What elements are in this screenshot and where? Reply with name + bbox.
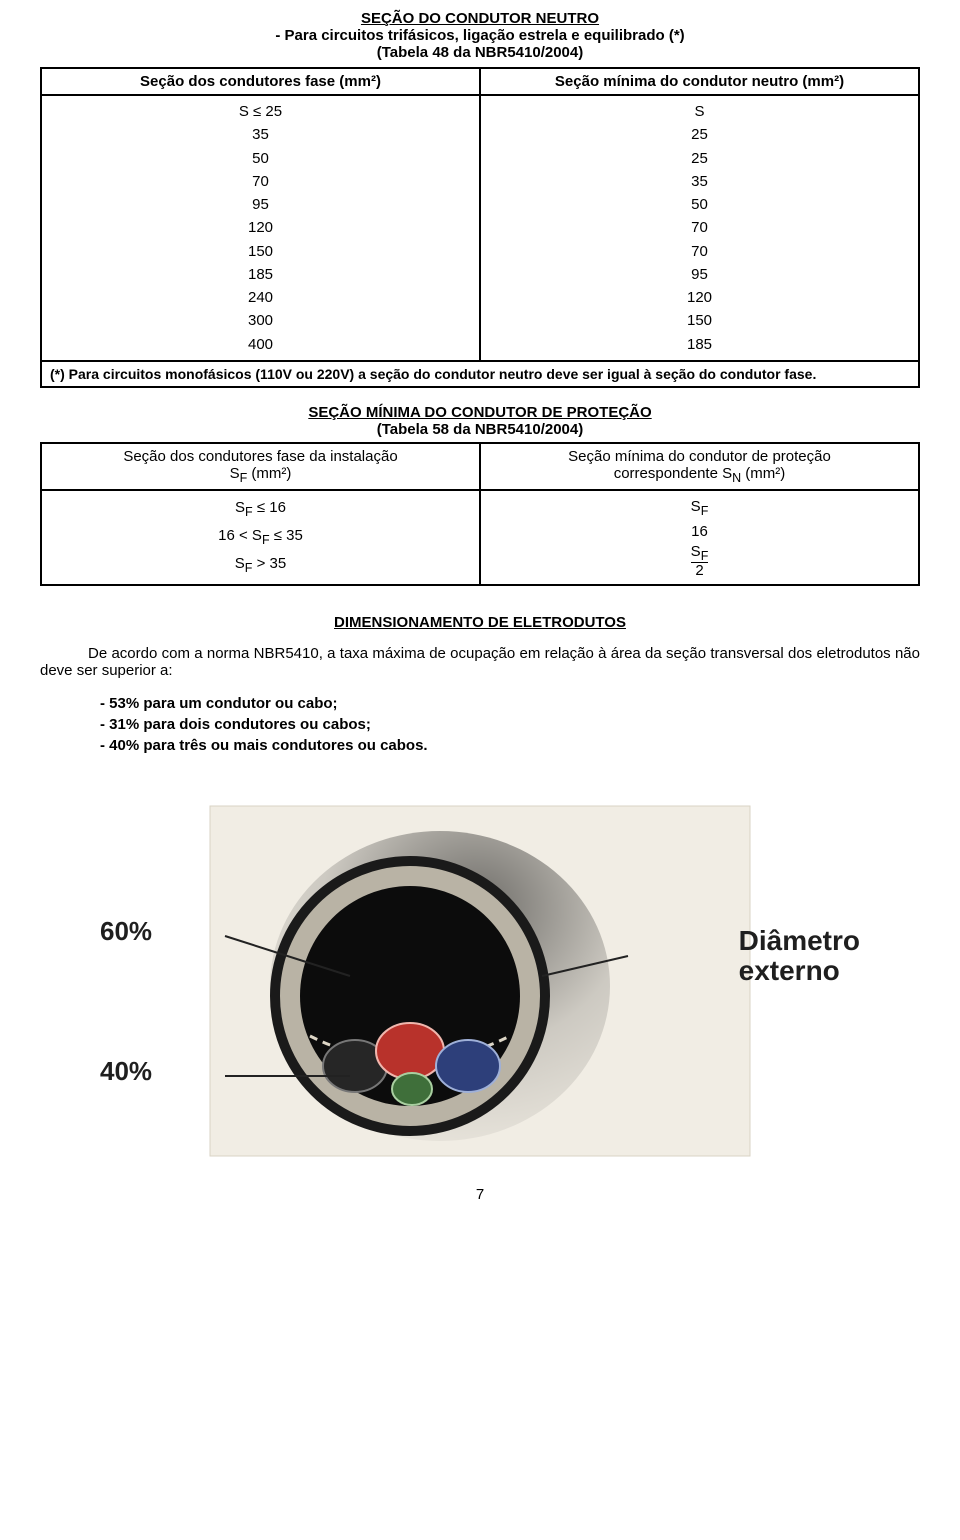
t2-r3n: S [691, 543, 701, 560]
t1-r-2: 25 [489, 147, 910, 170]
t1-l-7: 185 [50, 263, 471, 286]
label-d2: externo [739, 955, 840, 986]
t1-l-6: 150 [50, 240, 471, 263]
t2-hl2a: S [230, 465, 240, 482]
bullet-2: - 31% para dois condutores ou cabos; [100, 714, 920, 735]
t1-r-6: 70 [489, 240, 910, 263]
t1-l-1: 35 [50, 123, 471, 146]
t2-r3d: 2 [691, 562, 709, 578]
wire-green [392, 1073, 432, 1105]
table-neutro: Seção dos condutores fase (mm²) Seção mí… [40, 67, 920, 388]
wire-blue [436, 1040, 500, 1092]
t1-h-right: Seção mínima do condutor neutro (mm²) [555, 73, 844, 90]
t1-l-4: 95 [50, 193, 471, 216]
t2-r1: S [691, 498, 701, 515]
t1-l-0: S ≤ 25 [50, 100, 471, 123]
t1-r-4: 50 [489, 193, 910, 216]
t2-l1b: ≤ 16 [253, 499, 286, 516]
t1-l-3: 70 [50, 170, 471, 193]
t2-hr2b: (mm²) [741, 465, 785, 482]
section1-sub1: - Para circuitos trifásicos, ligação est… [275, 27, 684, 44]
t2-l3b: > 35 [252, 555, 286, 572]
t1-l-5: 120 [50, 216, 471, 239]
t2-hr2a: correspondente S [614, 465, 732, 482]
t1-r-8: 120 [489, 286, 910, 309]
conduit-figure: 60% 40% Diâmetro externo [100, 776, 860, 1176]
t1-h-left: Seção dos condutores fase (mm²) [140, 73, 381, 90]
t1-r-3: 35 [489, 170, 910, 193]
t1-r-1: 25 [489, 123, 910, 146]
section2-sub: (Tabela 58 da NBR5410/2004) [377, 421, 584, 438]
t1-r-5: 70 [489, 216, 910, 239]
t1-r-9: 150 [489, 309, 910, 332]
t2-l2b: ≤ 35 [270, 527, 303, 544]
t2-hr1: Seção mínima do condutor de proteção [568, 448, 831, 465]
section3-title: DIMENSIONAMENTO DE ELETRODUTOS [40, 614, 920, 631]
t1-note: (*) Para circuitos monofásicos (110V ou … [50, 366, 816, 382]
t2-l2a: 16 < S [218, 527, 262, 544]
t2-l3a: S [235, 555, 245, 572]
wire-red [376, 1023, 444, 1079]
t2-r2: 16 [489, 521, 910, 544]
t1-r-0: S [489, 100, 910, 123]
label-d1: Diâmetro [739, 925, 860, 956]
section2-title: SEÇÃO MÍNIMA DO CONDUTOR DE PROTEÇÃO [308, 404, 651, 421]
t1-r-10: 185 [489, 333, 910, 356]
t1-l-2: 50 [50, 147, 471, 170]
t2-l1a: S [235, 499, 245, 516]
t2-hl2b: (mm²) [247, 465, 291, 482]
section3-para: De acordo com a norma NBR5410, a taxa má… [40, 645, 920, 679]
t1-l-9: 300 [50, 309, 471, 332]
section1-title: SEÇÃO DO CONDUTOR NEUTRO [361, 10, 599, 27]
section1-sub2: (Tabela 48 da NBR5410/2004) [377, 44, 584, 61]
t1-l-10: 400 [50, 333, 471, 356]
page-number: 7 [40, 1186, 920, 1203]
t1-l-8: 240 [50, 286, 471, 309]
bullet-3: - 40% para três ou mais condutores ou ca… [100, 735, 920, 756]
label-40: 40% [100, 1056, 152, 1087]
table-protecao: Seção dos condutores fase da instalação … [40, 442, 920, 586]
label-60: 60% [100, 916, 152, 947]
bullet-1: - 53% para um condutor ou cabo; [100, 693, 920, 714]
t2-hl1: Seção dos condutores fase da instalação [123, 448, 397, 465]
t1-r-7: 95 [489, 263, 910, 286]
